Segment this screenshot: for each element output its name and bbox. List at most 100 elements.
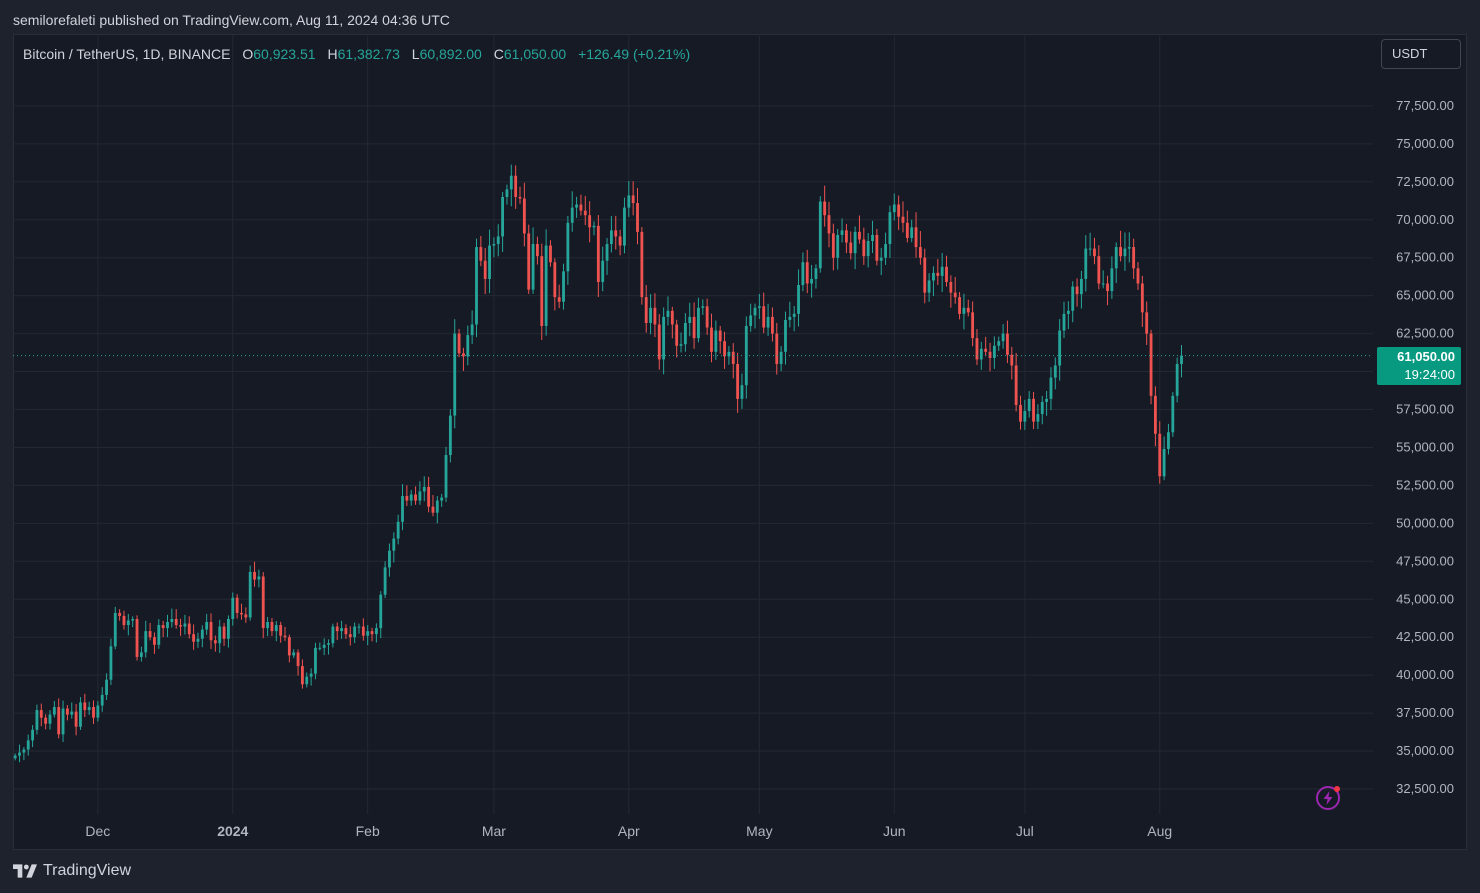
candle [1014,353,1018,412]
candle-body [1001,333,1005,342]
candle-body [318,647,322,649]
candle-body [205,622,209,630]
candle [1019,395,1022,430]
candle-body [26,740,30,750]
candle-body [309,673,313,677]
candle-body [605,244,609,261]
candle-body [392,538,396,551]
candle-body [335,626,339,632]
candle [1053,357,1057,390]
candle-body [440,497,444,501]
chart-frame[interactable] [13,34,1467,850]
time-tick-label: Jun [883,823,906,839]
candle-body [897,204,901,217]
candle [527,224,531,294]
candle-body [518,196,522,199]
time-tick-label: May [746,823,772,839]
candle-body [1101,283,1105,285]
candle-body [596,225,600,282]
candle [1140,275,1144,327]
candle-body [261,576,265,629]
candle-body [636,203,639,232]
candle-body [849,242,853,254]
time-tick-label: 2024 [217,823,248,839]
candle-body [370,631,374,635]
candle [932,266,935,297]
candle-body [797,285,800,314]
candle [997,336,1001,352]
candle-body [853,231,857,254]
candle [414,486,417,505]
candle-body [213,640,217,644]
candle-body [1110,268,1114,292]
candle-body [457,333,461,354]
candle-body [831,233,835,258]
candle [205,613,209,635]
candle [570,191,574,232]
candle [723,331,726,369]
candle-body [462,353,465,357]
candle-body [871,234,874,242]
symbol-name[interactable]: Bitcoin / TetherUS, 1D, BINANCE [23,46,231,62]
candle [531,227,535,294]
candle [409,490,413,506]
last-price-label: 61,050.00 19:24:00 [1377,347,1461,385]
candle [1045,390,1049,416]
candle-body [975,338,979,360]
candle-body [161,625,165,629]
candle [940,253,944,293]
candle [296,649,300,676]
candle-body [1023,411,1027,422]
candle-body [618,236,622,246]
candle-body [562,271,565,302]
candle-body [1132,247,1136,269]
candle [318,642,322,651]
candle [683,313,687,352]
candle-body [788,316,792,320]
candle-body [1127,247,1131,249]
candle-body [570,207,574,223]
candle-body [200,629,204,639]
candle-body [1153,395,1157,434]
candle [605,238,609,275]
candle-body [692,316,696,339]
currency-button[interactable]: USDT [1381,39,1461,69]
candle-body [113,612,117,647]
footer-brand[interactable]: TradingView [13,860,131,882]
candle-body [253,571,256,580]
candle-body [374,628,378,635]
candle [283,626,287,641]
change-value: +126.49 (+0.21%) [578,46,691,62]
candle [596,214,600,297]
candle [222,622,226,646]
candle [949,275,953,308]
candle [553,258,557,311]
candle [35,704,39,735]
candle-body [1058,330,1062,366]
candle-body [753,307,757,316]
candle [435,496,439,524]
candle [305,672,309,688]
candle-body [531,244,535,290]
candle-body [1140,283,1144,313]
lightning-bolt-icon[interactable] [1315,785,1341,811]
candle-body [109,646,113,680]
bar-countdown: 19:24:00 [1404,367,1455,382]
candle-body [1088,248,1092,250]
candle [109,638,113,685]
candle [139,646,143,662]
candle [966,299,970,317]
candle [287,634,291,663]
candle [431,495,435,517]
candle [657,314,661,370]
candle [757,293,761,320]
candle [87,701,91,715]
candle-body [388,550,391,568]
candle-body [13,755,17,759]
candle [96,700,100,722]
candle [39,703,43,727]
candle [235,594,239,619]
candlestick-chart[interactable]: 77,500.00 75,000.00 72,500.00 70,000.00 67,5… [13,34,1467,850]
candle-body [122,615,126,626]
candle [418,481,422,505]
